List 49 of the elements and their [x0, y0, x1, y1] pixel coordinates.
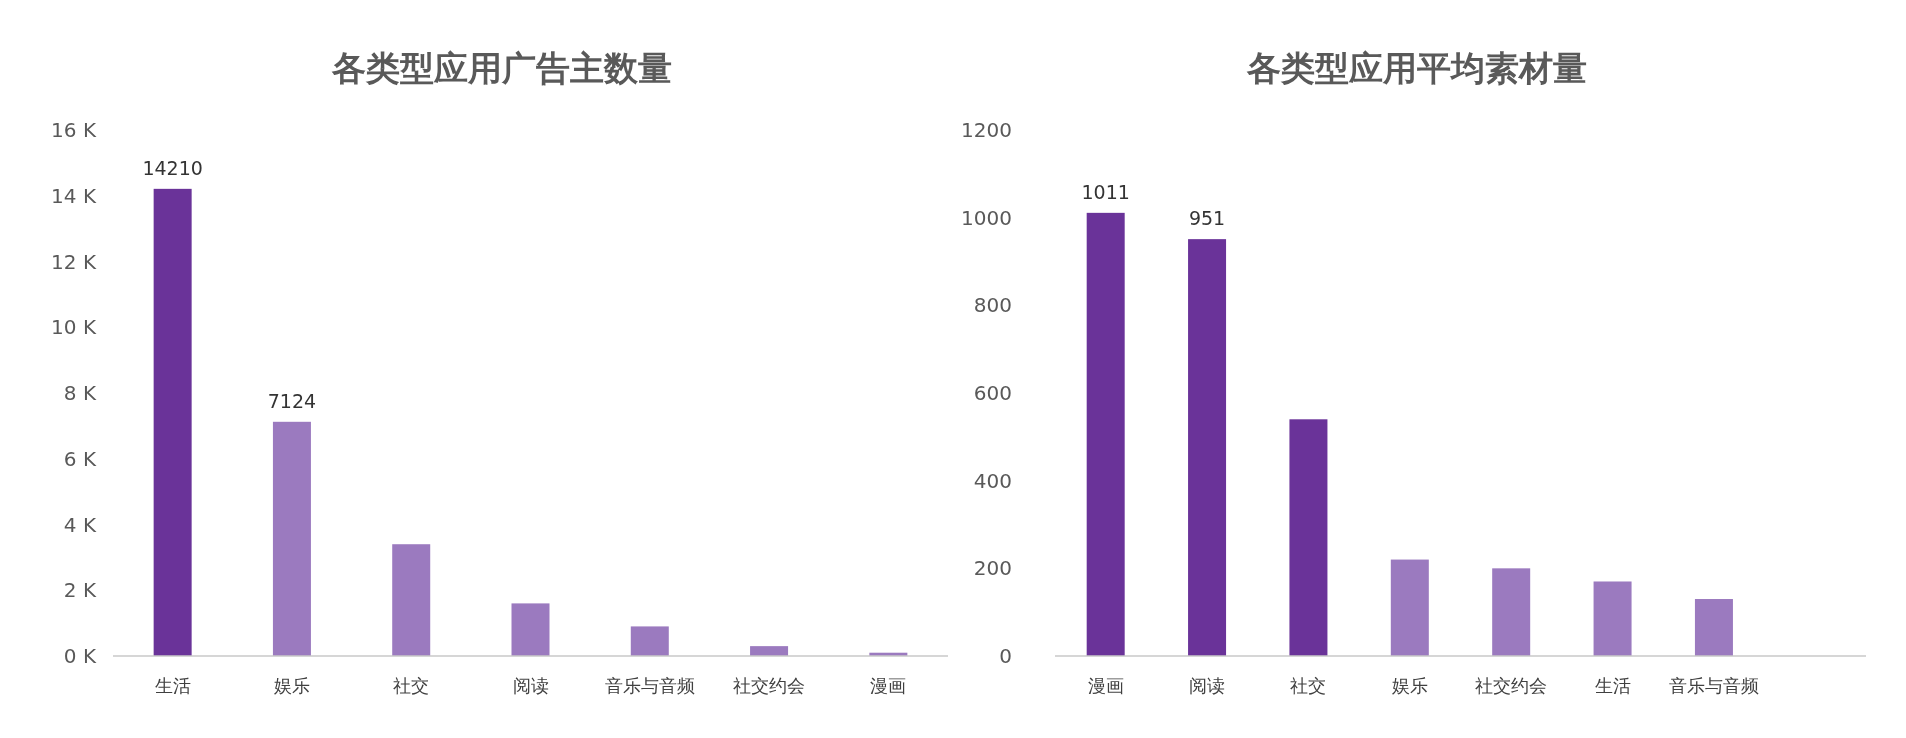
- x-tick-label: 阅读: [1189, 675, 1226, 696]
- y-tick-label: 8 K: [63, 381, 97, 405]
- bar: [1289, 419, 1328, 656]
- bar: [1390, 559, 1429, 656]
- chart-title: 各类型应用广告主数量: [331, 48, 672, 88]
- x-tick-label: 生活: [154, 675, 191, 696]
- y-tick-label: 10 K: [51, 315, 97, 340]
- y-tick-label: 600: [973, 381, 1012, 405]
- bar: [1694, 599, 1733, 656]
- bar: [1086, 212, 1125, 656]
- y-tick-label: 1200: [961, 118, 1012, 142]
- bar: [511, 603, 550, 656]
- data-label: 1011: [1081, 180, 1130, 203]
- y-tick-label: 12 K: [51, 249, 97, 274]
- bar: [1188, 239, 1227, 656]
- bar: [153, 188, 192, 656]
- y-tick-label: 1000: [961, 205, 1012, 230]
- y-tick-label: 4 K: [63, 512, 97, 537]
- x-tick-label: 漫画: [870, 675, 907, 696]
- x-tick-label: 娱乐: [1391, 675, 1428, 696]
- x-tick-label: 社交: [1290, 675, 1327, 696]
- x-tick-label: 社交: [393, 675, 430, 696]
- x-tick-label: 社交约会: [733, 675, 806, 696]
- y-tick-label: 200: [973, 556, 1012, 581]
- x-tick-label: 漫画: [1087, 675, 1124, 696]
- y-tick-label: 16 K: [51, 118, 97, 142]
- y-tick-label: 14 K: [51, 183, 97, 208]
- y-tick-label: 0: [999, 644, 1012, 668]
- bar: [392, 544, 431, 656]
- chart-title: 各类型应用平均素材量: [1246, 48, 1587, 88]
- bar: [750, 646, 789, 656]
- y-tick-label: 0 K: [63, 644, 97, 668]
- bar: [1593, 581, 1632, 656]
- bar: [630, 626, 669, 656]
- bar: [272, 421, 311, 656]
- y-tick-label: 800: [973, 293, 1012, 318]
- x-tick-label: 音乐与音频: [1668, 675, 1759, 696]
- data-label: 14210: [142, 156, 203, 179]
- y-tick-label: 400: [973, 468, 1012, 493]
- x-tick-label: 阅读: [512, 675, 549, 696]
- y-tick-label: 6 K: [63, 446, 97, 471]
- x-tick-label: 娱乐: [273, 675, 310, 696]
- data-label: 7124: [267, 389, 317, 412]
- x-tick-label: 社交约会: [1475, 675, 1548, 696]
- data-label: 951: [1188, 207, 1226, 230]
- x-tick-label: 音乐与音频: [604, 675, 695, 696]
- bar: [1492, 568, 1531, 656]
- y-tick-label: 2 K: [63, 578, 97, 603]
- x-tick-label: 生活: [1594, 675, 1631, 696]
